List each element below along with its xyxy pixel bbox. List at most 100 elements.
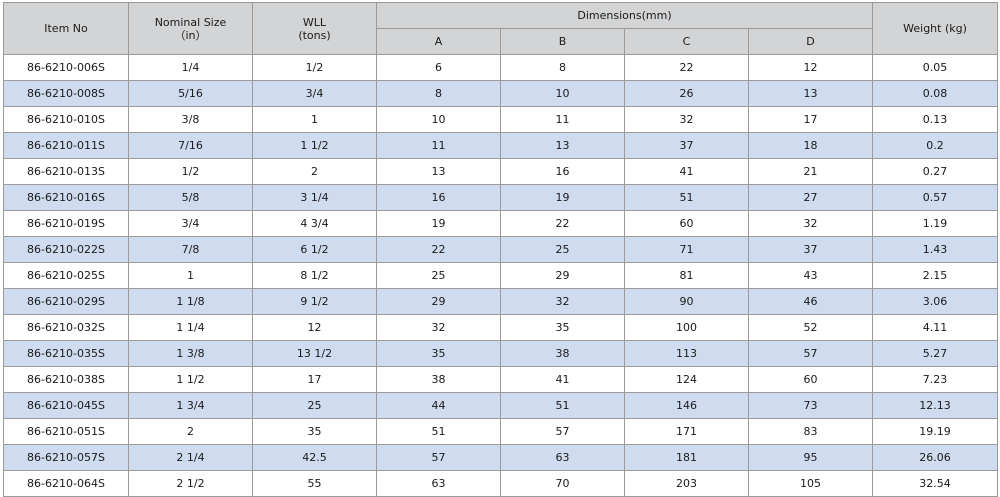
cell-item-no: 86-6210-011S — [3, 132, 129, 159]
cell-wll: 42.5 — [252, 444, 377, 471]
cell-dim-a: 13 — [376, 158, 501, 185]
specification-table: Item No Nominal Size （in） WLL (tons) Dim… — [3, 2, 999, 497]
cell-dim-c: 26 — [624, 80, 749, 107]
table-row: 86-6210-032S 1 1/4 12 32 35 100 52 4.11 — [3, 314, 999, 341]
cell-dim-a: 16 — [376, 184, 501, 211]
cell-dim-a: 10 — [376, 106, 501, 133]
cell-wll: 3/4 — [252, 80, 377, 107]
cell-weight: 4.11 — [872, 314, 999, 341]
cell-dim-b: 11 — [500, 106, 625, 133]
cell-nominal-size: 1 1/4 — [128, 314, 253, 341]
cell-dim-d: 21 — [747, 158, 874, 185]
table-row: 86-6210-025S 1 8 1/2 25 29 81 43 2.15 — [3, 262, 999, 289]
cell-item-no: 86-6210-035S — [3, 340, 129, 367]
cell-weight: 0.13 — [872, 106, 999, 133]
cell-dim-c: 71 — [624, 236, 749, 263]
cell-nominal-size: 7/16 — [128, 132, 253, 159]
cell-item-no: 86-6210-019S — [3, 210, 129, 237]
cell-dim-d: 52 — [747, 314, 874, 341]
cell-wll: 55 — [252, 470, 377, 497]
header-subrow: A B C D — [4, 28, 998, 55]
cell-dim-d: 60 — [747, 366, 874, 393]
table-row: 86-6210-057S 2 1/4 42.5 57 63 181 95 26.06 — [3, 444, 999, 471]
cell-dim-a: 35 — [376, 340, 501, 367]
table-row: 86-6210-038S 1 1/2 17 38 41 124 60 7.23 — [3, 366, 999, 393]
cell-weight: 0.57 — [872, 184, 999, 211]
cell-wll: 6 1/2 — [252, 236, 377, 263]
cell-nominal-size: 1/4 — [128, 54, 253, 81]
table-row: 86-6210-016S 5/8 3 1/4 16 19 51 27 0.57 — [3, 184, 999, 211]
cell-dim-d: 18 — [747, 132, 874, 159]
cell-dim-b: 25 — [500, 236, 625, 263]
header-wll-label: WLL — [302, 15, 327, 29]
table-row: 86-6210-019S 3/4 4 3/4 19 22 60 32 1.19 — [3, 210, 999, 237]
table-row: 86-6210-064S 2 1/2 55 63 70 203 105 32.54 — [3, 470, 999, 497]
cell-dim-a: 57 — [376, 444, 501, 471]
cell-dim-d: 83 — [747, 418, 874, 445]
cell-dim-b: 32 — [500, 288, 625, 315]
cell-dim-b: 8 — [500, 54, 625, 81]
header-wll: WLL (tons) — [252, 2, 377, 55]
cell-wll: 13 1/2 — [252, 340, 377, 367]
table-row: 86-6210-035S 1 3/8 13 1/2 35 38 113 57 5.27 — [3, 340, 999, 367]
cell-dim-b: 13 — [500, 132, 625, 159]
table-row: 86-6210-010S 3/8 1 10 11 32 17 0.13 — [3, 106, 999, 133]
cell-dim-a: 19 — [376, 210, 501, 237]
cell-dim-a: 29 — [376, 288, 501, 315]
cell-dim-c: 22 — [624, 54, 749, 81]
cell-dim-b: 38 — [500, 340, 625, 367]
cell-dim-b: 19 — [500, 184, 625, 211]
cell-dim-b: 16 — [500, 158, 625, 185]
cell-wll: 9 1/2 — [252, 288, 377, 315]
table-row: 86-6210-045S 1 3/4 25 44 51 146 73 12.13 — [3, 392, 999, 419]
cell-nominal-size: 1 3/8 — [128, 340, 253, 367]
cell-weight: 7.23 — [872, 366, 999, 393]
header-dim-a: A — [376, 28, 501, 55]
header-nominal-size-label: Nominal Size — [154, 15, 227, 29]
cell-dim-d: 13 — [747, 80, 874, 107]
cell-dim-b: 63 — [500, 444, 625, 471]
cell-dim-c: 60 — [624, 210, 749, 237]
cell-wll: 35 — [252, 418, 377, 445]
cell-dim-c: 100 — [624, 314, 749, 341]
cell-wll: 2 — [252, 158, 377, 185]
cell-dim-d: 43 — [747, 262, 874, 289]
cell-dim-c: 181 — [624, 444, 749, 471]
cell-wll: 4 3/4 — [252, 210, 377, 237]
cell-nominal-size: 1/2 — [128, 158, 253, 185]
cell-item-no: 86-6210-045S — [3, 392, 129, 419]
cell-wll: 1 1/2 — [252, 132, 377, 159]
header-dim-d: D — [747, 28, 874, 55]
cell-dim-d: 37 — [747, 236, 874, 263]
cell-dim-a: 63 — [376, 470, 501, 497]
cell-dim-a: 51 — [376, 418, 501, 445]
cell-item-no: 86-6210-006S — [3, 54, 129, 81]
cell-dim-d: 46 — [747, 288, 874, 315]
cell-nominal-size: 2 1/4 — [128, 444, 253, 471]
cell-dim-a: 8 — [376, 80, 501, 107]
cell-item-no: 86-6210-022S — [3, 236, 129, 263]
header-weight: Weight (kg) — [872, 2, 999, 55]
cell-dim-d: 57 — [747, 340, 874, 367]
table-row: 86-6210-008S 5/16 3/4 8 10 26 13 0.08 — [3, 80, 999, 107]
cell-weight: 19.19 — [872, 418, 999, 445]
cell-item-no: 86-6210-008S — [3, 80, 129, 107]
table-row: 86-6210-011S 7/16 1 1/2 11 13 37 18 0.2 — [3, 132, 999, 159]
table-row: 86-6210-022S 7/8 6 1/2 22 25 71 37 1.43 — [3, 236, 999, 263]
cell-weight: 5.27 — [872, 340, 999, 367]
cell-item-no: 86-6210-032S — [3, 314, 129, 341]
header-item-no: Item No — [3, 2, 129, 55]
cell-dim-c: 41 — [624, 158, 749, 185]
cell-weight: 1.43 — [872, 236, 999, 263]
cell-dim-c: 146 — [624, 392, 749, 419]
header-nominal-size-unit: （in） — [174, 28, 207, 42]
cell-dim-b: 57 — [500, 418, 625, 445]
cell-item-no: 86-6210-057S — [3, 444, 129, 471]
cell-dim-b: 29 — [500, 262, 625, 289]
cell-dim-d: 32 — [747, 210, 874, 237]
header-dimensions: Dimensions(mm) — [375, 2, 874, 29]
header-dim-c: C — [624, 28, 749, 55]
cell-weight: 2.15 — [872, 262, 999, 289]
cell-nominal-size: 1 3/4 — [128, 392, 253, 419]
cell-dim-c: 81 — [624, 262, 749, 289]
